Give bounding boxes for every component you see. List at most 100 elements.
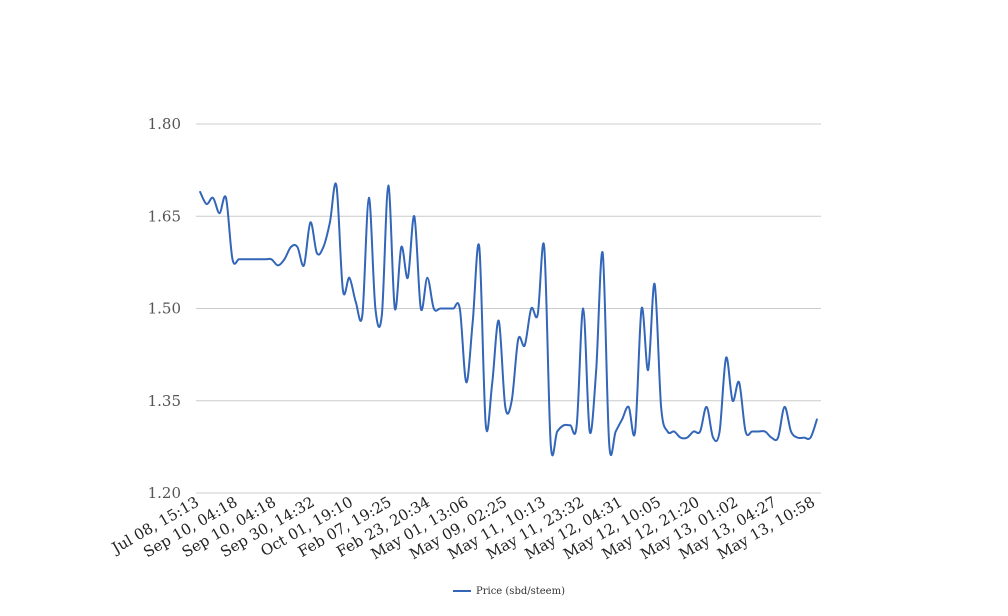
data-point [420,307,422,310]
data-point [296,246,299,248]
data-point [549,443,552,445]
data-point [777,436,779,439]
data-point [562,424,565,427]
data-point [504,406,507,408]
data-point [498,320,500,322]
data-point [809,436,812,439]
data-point [244,258,247,261]
data-point [764,430,766,433]
data-point [692,430,695,433]
data-point [673,430,675,433]
data-point [446,307,448,310]
data-point [634,430,636,433]
data-point [413,215,416,218]
data-point [660,406,662,408]
legend-label-price: Price (sbd/steem) [476,586,565,597]
data-point [569,424,571,427]
data-point [751,430,753,433]
data-point [290,246,292,248]
data-point [686,436,688,439]
data-point [725,356,727,359]
data-point [257,258,260,261]
data-point [588,430,591,433]
y-tick-label: 1.65 [148,207,181,225]
data-point [718,430,721,433]
data-point [225,197,227,199]
data-point [329,221,331,224]
data-point [666,430,669,433]
data-point [335,184,338,187]
data-point [647,369,649,371]
data-point [816,418,818,421]
data-point [738,381,740,384]
y-tick-label: 1.20 [148,484,181,502]
data-point [491,381,494,384]
y-tick-label: 1.80 [148,115,181,133]
data-point [452,307,455,310]
data-point [348,277,351,279]
data-point [575,424,578,427]
data-point [790,430,792,433]
data-point [731,399,734,402]
data-point [608,443,610,445]
data-point [530,307,532,310]
data-point [394,307,396,310]
data-point [231,258,234,261]
data-point [309,221,312,224]
series-layer [199,182,818,456]
data-point [199,190,201,193]
data-point [400,246,403,248]
data-point [517,338,519,341]
data-point [478,246,481,248]
data-point [426,277,429,279]
data-point [627,406,630,408]
data-point [614,430,617,433]
data-point [653,283,656,285]
data-point [264,258,266,261]
data-point [796,436,799,439]
data-point [342,289,344,291]
data-point [439,307,442,310]
data-point [277,264,279,267]
data-point [485,424,487,427]
data-point [679,436,682,439]
y-tick-label: 1.50 [148,300,181,318]
data-point [361,313,364,316]
data-point [523,344,526,347]
data-point [433,307,435,310]
data-point [251,258,253,261]
data-point [699,430,701,433]
data-point [381,313,383,316]
legend: Price (sbd/steem) [453,586,565,597]
series-line-price [199,182,818,456]
data-point [601,252,604,254]
y-tick-label: 1.35 [148,392,181,410]
data-point [640,307,643,310]
data-point [595,369,597,371]
data-point [368,197,370,199]
data-point [712,436,714,439]
data-point [238,258,240,261]
data-point [303,264,305,267]
data-point [218,212,221,214]
data-point [407,277,409,279]
gridlines [196,123,821,494]
data-point [536,313,539,316]
data-point [283,258,286,261]
data-point [744,430,747,433]
data-point [459,307,461,310]
data-point [387,184,390,187]
data-point [582,307,584,310]
data-point [543,246,545,248]
y-axis-tick-labels: 1.20 1.35 1.50 1.65 1.80 [148,115,181,502]
data-point [770,436,773,439]
data-point [510,399,513,402]
data-point [803,436,805,439]
data-point [757,430,760,433]
data-point [783,406,786,408]
data-point [322,246,325,248]
data-point [465,381,468,384]
data-point [355,301,357,304]
